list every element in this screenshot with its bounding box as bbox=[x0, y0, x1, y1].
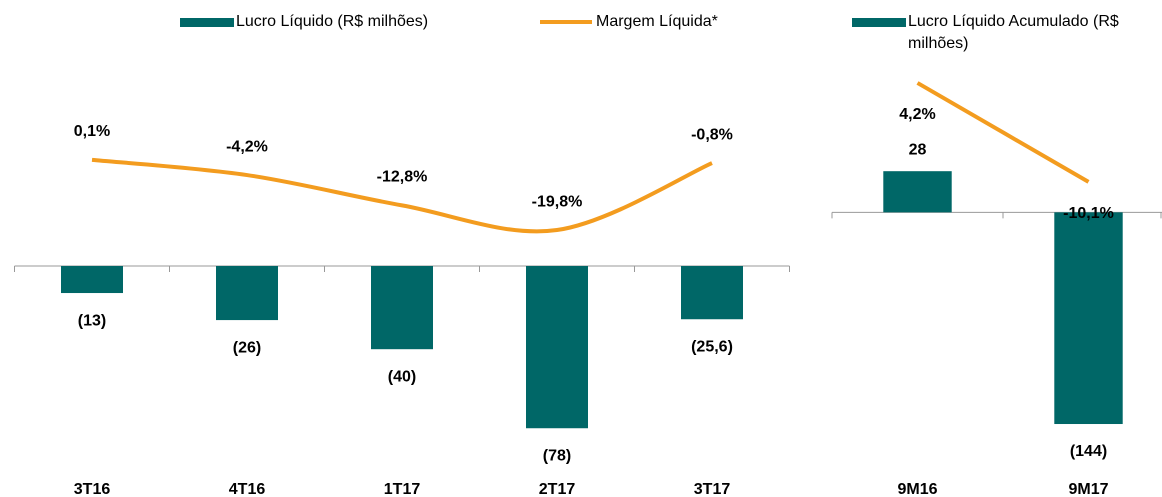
x-tick-label: 3T17 bbox=[694, 481, 731, 497]
data-label: -12,8% bbox=[377, 169, 428, 186]
line bbox=[916, 81, 1090, 184]
bar bbox=[526, 266, 588, 429]
data-label: (78) bbox=[543, 447, 571, 464]
x-tick-label: 4T16 bbox=[229, 481, 266, 497]
legend-swatch bbox=[852, 18, 906, 27]
bar bbox=[1054, 212, 1123, 425]
x-tick-label: 9M17 bbox=[1068, 481, 1108, 497]
line bbox=[91, 157, 713, 234]
x-tick-label: 2T17 bbox=[539, 481, 576, 497]
legend-label: Margem Líquida* bbox=[596, 13, 718, 30]
legend-label: Lucro Líquido Acumulado (R$ milhões) bbox=[908, 13, 1119, 52]
bar bbox=[371, 266, 433, 350]
data-label: -0,8% bbox=[691, 126, 733, 143]
legend-swatch bbox=[180, 18, 234, 27]
bar bbox=[681, 266, 743, 320]
data-label: -4,2% bbox=[226, 138, 268, 155]
data-label: 0,1% bbox=[74, 123, 110, 140]
data-label: (26) bbox=[233, 339, 261, 356]
data-label: -19,8% bbox=[532, 193, 583, 210]
bar bbox=[883, 171, 952, 213]
bar bbox=[61, 266, 123, 294]
bar bbox=[216, 266, 278, 321]
x-tick-label: 3T16 bbox=[74, 481, 111, 497]
data-label: 4,2% bbox=[899, 106, 935, 123]
legend-label: Lucro Líquido (R$ milhões) bbox=[236, 13, 429, 30]
data-label: (40) bbox=[388, 368, 416, 385]
data-label: (25,6) bbox=[691, 338, 733, 355]
data-label: -10,1% bbox=[1063, 205, 1114, 222]
x-tick-label: 9M16 bbox=[897, 481, 937, 497]
data-label: 28 bbox=[909, 141, 927, 158]
data-label: (144) bbox=[1070, 443, 1107, 460]
x-tick-label: 1T17 bbox=[384, 481, 421, 497]
data-label: (13) bbox=[78, 312, 106, 329]
